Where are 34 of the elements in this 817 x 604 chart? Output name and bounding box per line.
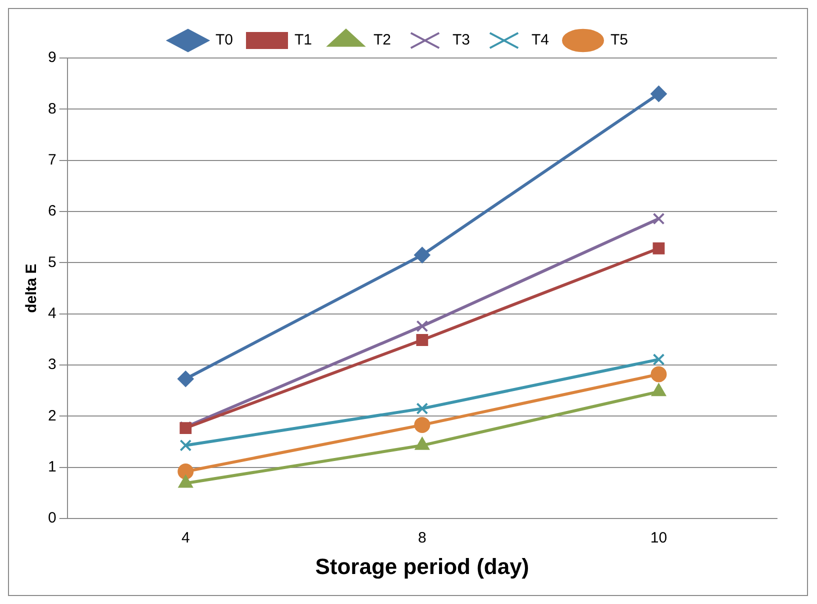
point xyxy=(414,416,430,433)
y-tick-label: 1 xyxy=(48,458,56,476)
y-tick-label: 4 xyxy=(48,305,56,322)
legend-label: T3 xyxy=(452,32,470,49)
y-tick-label: 9 xyxy=(48,49,56,66)
point xyxy=(652,212,665,225)
y-tick-label: 3 xyxy=(48,356,56,374)
point xyxy=(416,334,428,346)
legend-label: T1 xyxy=(294,32,312,49)
legend-label: T4 xyxy=(532,32,550,49)
y-tick-label: 5 xyxy=(48,254,56,271)
point xyxy=(652,242,665,254)
y-tick-label: 0 xyxy=(48,510,56,527)
x-tick-label: 10 xyxy=(650,530,668,547)
point xyxy=(652,353,665,366)
x-tick-label: 4 xyxy=(181,530,190,547)
point xyxy=(414,247,430,264)
point xyxy=(650,86,667,102)
point xyxy=(416,320,428,332)
x-axis-title: Storage period (day) xyxy=(315,554,530,579)
point xyxy=(416,402,428,415)
y-tick-label: 7 xyxy=(48,151,56,168)
point xyxy=(180,439,192,452)
legend-label: T2 xyxy=(373,32,392,49)
point xyxy=(650,366,667,382)
y-tick-label: 2 xyxy=(48,407,56,424)
legend-label: T0 xyxy=(215,32,233,49)
legend-label: T5 xyxy=(610,32,628,49)
y-tick-label: 8 xyxy=(48,100,56,118)
x-tick-label: 8 xyxy=(418,530,426,547)
y-tick-label: 6 xyxy=(48,202,56,220)
point xyxy=(178,464,194,480)
y-axis-title: delta E xyxy=(23,264,40,313)
point xyxy=(178,370,194,387)
